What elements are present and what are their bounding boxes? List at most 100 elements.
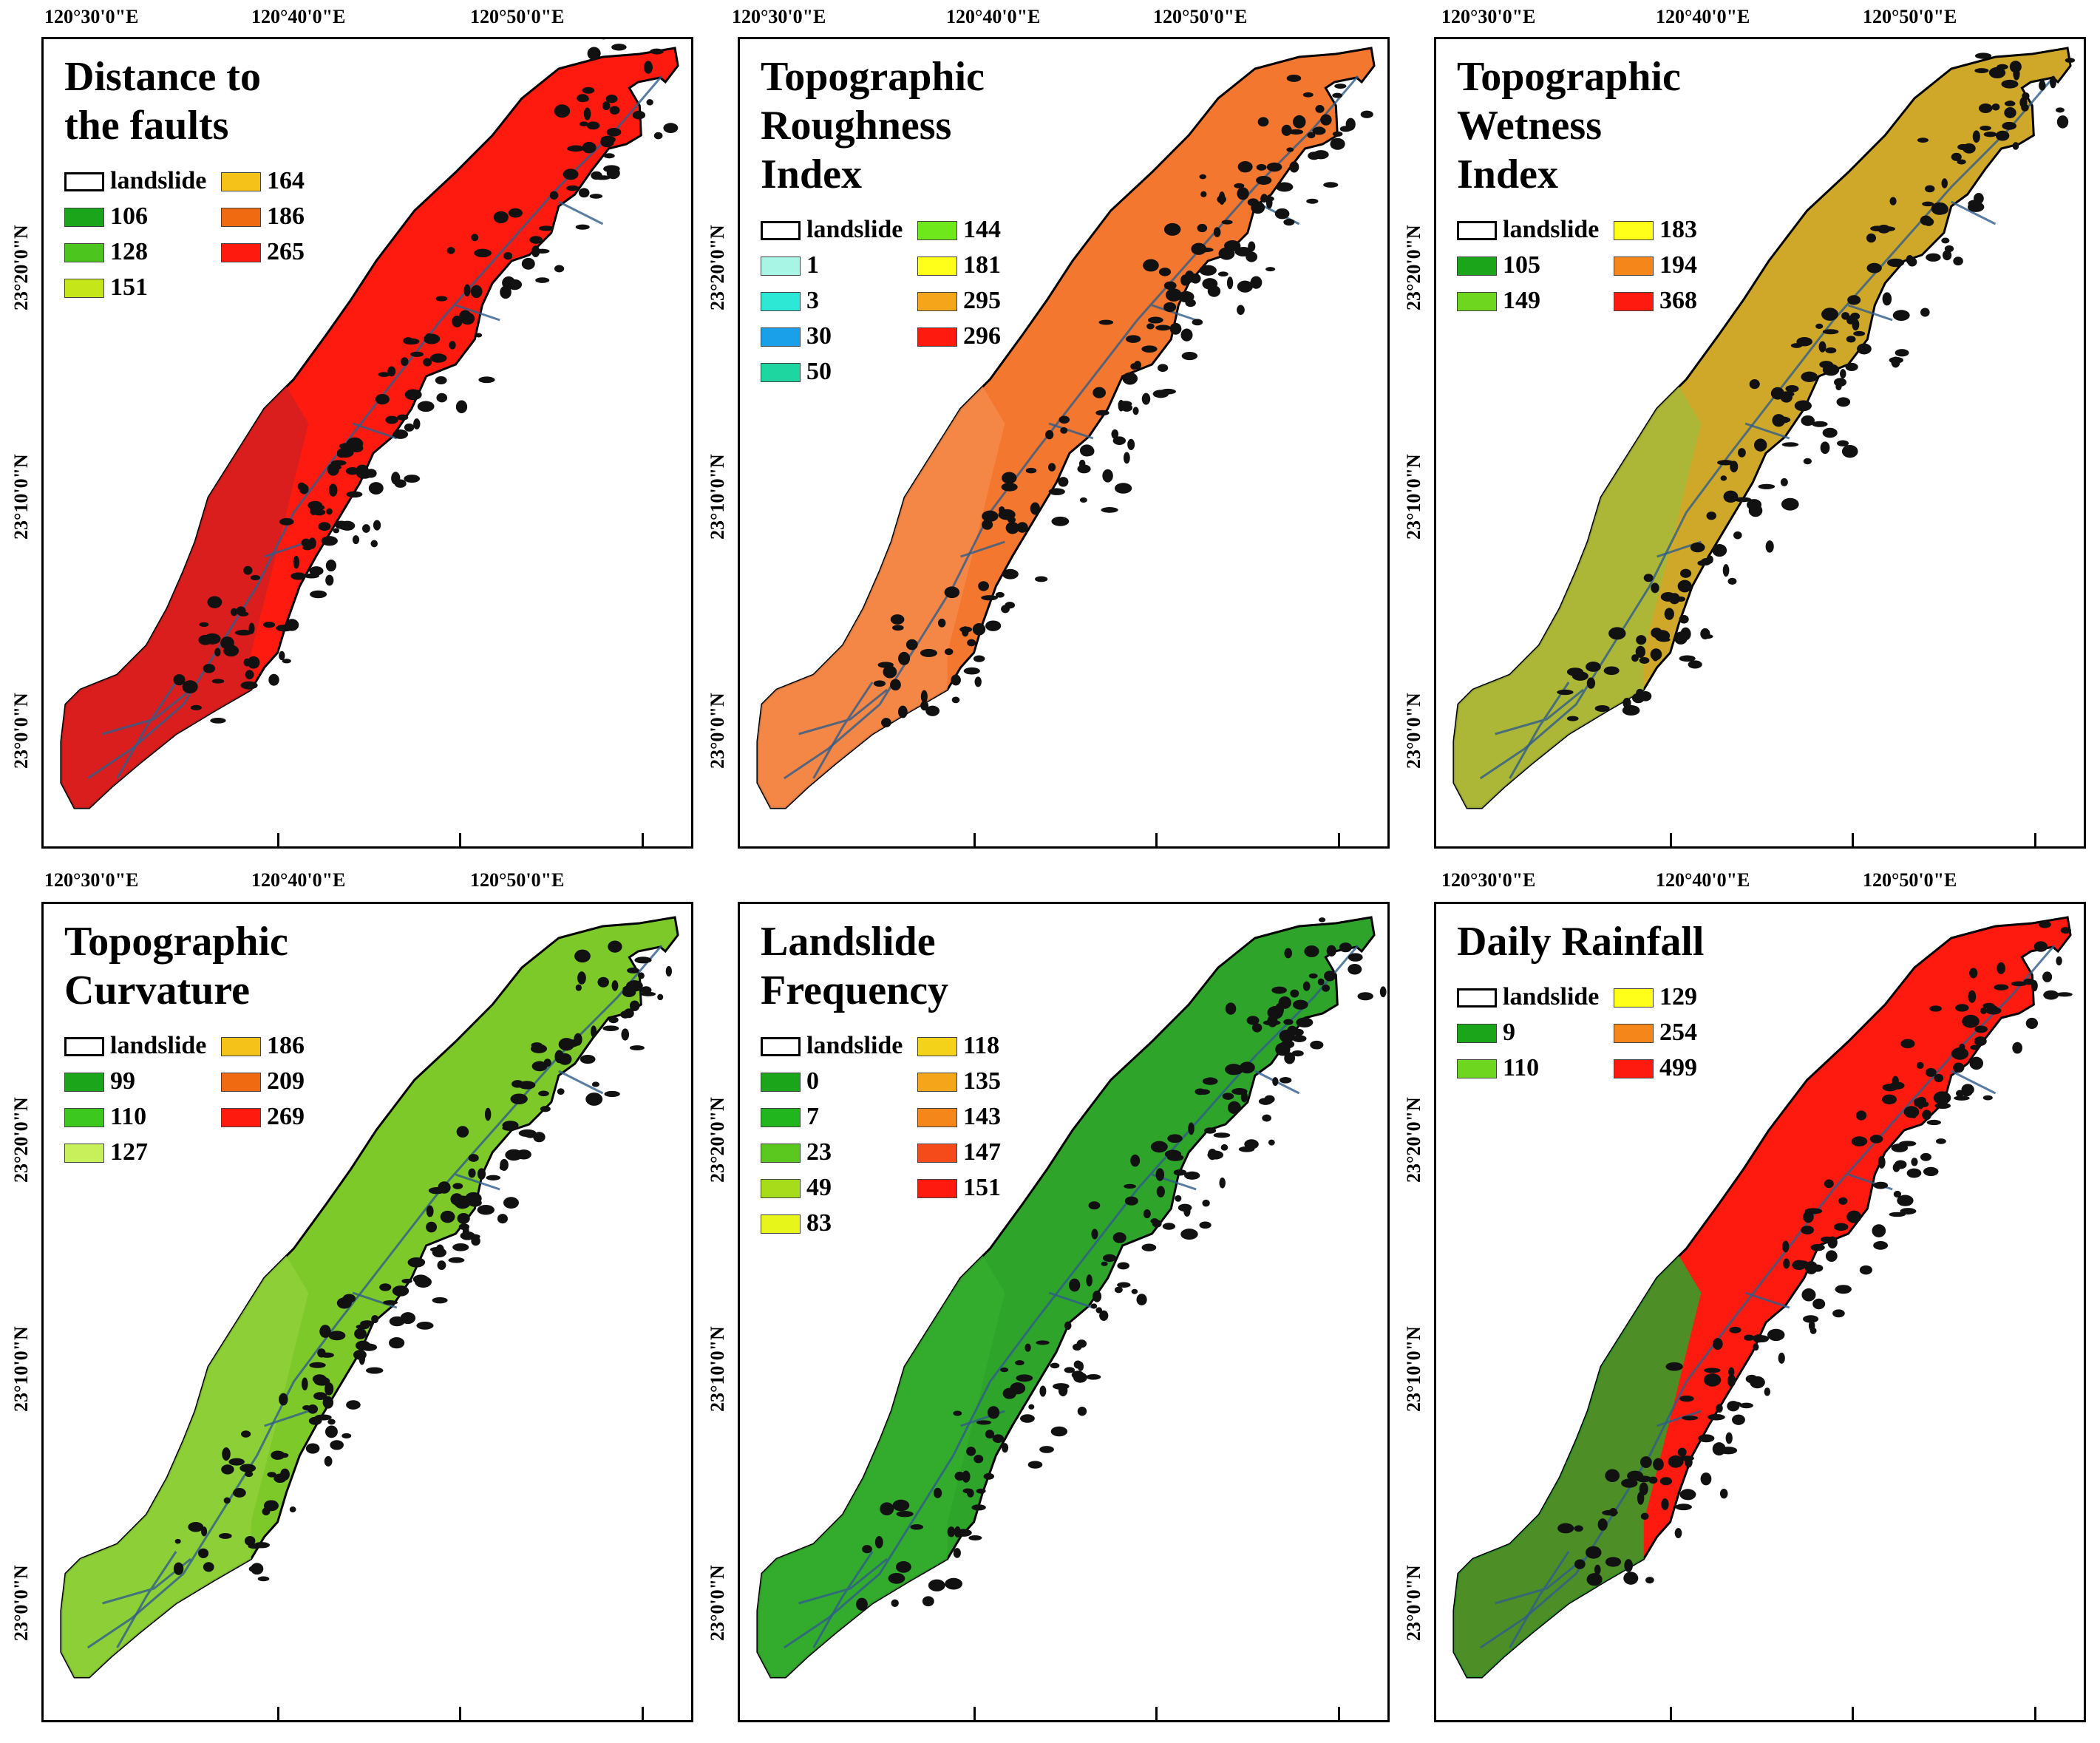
study-area-map (60, 916, 679, 1679)
landslide-mark (530, 1044, 548, 1053)
landslide-mark (603, 165, 620, 173)
landslide-mark (1845, 362, 1858, 371)
landslide-mark (954, 1526, 961, 1538)
landslide-mark (1765, 540, 1774, 553)
landslide-mark (1180, 1229, 1198, 1240)
landslide-mark (920, 701, 929, 711)
landslide-mark (223, 1497, 231, 1504)
landslide-mark (1840, 369, 1846, 379)
landslide-mark (1926, 253, 1941, 262)
landslide-mark (1973, 192, 1984, 205)
landslide-mark (1260, 195, 1274, 203)
landslide-mark (591, 171, 602, 180)
landslide-mark (426, 1205, 434, 1217)
landslide-mark (2060, 927, 2071, 934)
landslide-mark (502, 1121, 519, 1130)
landslide-mark (1933, 1091, 1951, 1105)
landslide-mark (1627, 1470, 1644, 1481)
landslide-mark (602, 1025, 619, 1032)
landslide-mark (1262, 1114, 1271, 1122)
landslide-mark (403, 338, 420, 345)
landslide-mark (325, 574, 334, 586)
study-area-southwest (1453, 1256, 1702, 1677)
landslide-mark (370, 540, 378, 548)
landslide-mark (1743, 1334, 1755, 1341)
landslide-mark (535, 277, 550, 283)
landslide-mark (190, 704, 202, 710)
legend-swatch (1614, 1059, 1654, 1078)
landslide-mark (356, 1324, 370, 1330)
landslide-mark (173, 1562, 184, 1575)
landslide-mark (1169, 322, 1182, 335)
landslide-mark (353, 1350, 367, 1360)
landslide-mark (1059, 415, 1070, 424)
legend-swatch (64, 1073, 104, 1092)
landslide-mark (922, 1596, 934, 1607)
landslide-mark (583, 107, 591, 120)
landslide-mark (1621, 1478, 1638, 1488)
lat-label: 23°10'0"N (10, 1326, 32, 1412)
landslide-mark (646, 99, 653, 106)
landslide-mark (239, 1464, 256, 1472)
landslide-mark (1903, 1106, 1920, 1118)
landslide-mark (2039, 920, 2051, 928)
landslide-mark (1679, 1489, 1696, 1501)
landslide-mark (1146, 323, 1155, 330)
landslide-mark (1852, 319, 1860, 331)
map-title: Landslide Frequency (761, 917, 948, 1015)
landslide-mark (1722, 564, 1730, 577)
landslide-mark (1195, 1088, 1206, 1095)
landslide-mark (1822, 329, 1839, 335)
landslide-mark (1281, 124, 1292, 136)
landslide-mark (897, 705, 908, 718)
landslide-mark (273, 1473, 287, 1484)
landslide-mark (324, 1425, 338, 1438)
landslide-mark (1892, 1076, 1899, 1086)
landslide-mark (895, 1560, 911, 1573)
landslide-mark (1988, 67, 2006, 79)
landslide-mark (1030, 502, 1040, 515)
landslide-mark (1824, 1179, 1834, 1189)
landslide-mark (449, 341, 456, 350)
landslide-mark (1804, 1261, 1818, 1274)
landslide-mark (1010, 1382, 1026, 1395)
landslide-mark (1357, 992, 1373, 1001)
landslide-mark (1155, 1168, 1165, 1181)
landslide-mark (1586, 662, 1601, 672)
landslide-mark (1803, 458, 1812, 465)
landslide-mark (219, 1533, 232, 1539)
landslide-mark (1972, 130, 1980, 143)
landslide-mark (953, 1410, 962, 1416)
landslide-mark (233, 1488, 246, 1498)
study-area-southwest (61, 1256, 309, 1677)
landslide-mark (1941, 237, 1950, 244)
landslide-mark (336, 451, 346, 458)
frame-tick (1669, 1707, 1672, 1720)
landslide-mark (237, 629, 251, 634)
landslide-mark (881, 718, 891, 727)
landslide-mark (1944, 245, 1954, 253)
landslide-mark (1785, 384, 1799, 393)
lat-label: 23°0'0"N (10, 1565, 32, 1641)
landslide-mark (1767, 1328, 1785, 1342)
landslide-mark (998, 509, 1016, 520)
landslide-mark (1268, 1139, 1275, 1146)
landslide-mark (978, 581, 989, 591)
legend-swatch (221, 208, 261, 227)
landslide-mark (1934, 1073, 1944, 1083)
landslide-mark (605, 95, 618, 103)
lon-label: 120°30'0"E (44, 6, 139, 27)
landslide-mark (1256, 163, 1267, 171)
landslide-mark (214, 648, 221, 657)
frame-tick (459, 833, 462, 846)
landslide-mark (293, 555, 299, 569)
landslide-mark (575, 984, 582, 991)
legend-label: 186 (267, 1032, 305, 1059)
landslide-mark (1123, 452, 1130, 464)
landslide-mark (1185, 299, 1196, 308)
landslide-mark (629, 1000, 640, 1011)
landslide-mark (524, 1130, 537, 1138)
landslide-mark (910, 1523, 924, 1530)
landslide-mark (599, 977, 608, 985)
landslide-mark (1690, 542, 1705, 553)
